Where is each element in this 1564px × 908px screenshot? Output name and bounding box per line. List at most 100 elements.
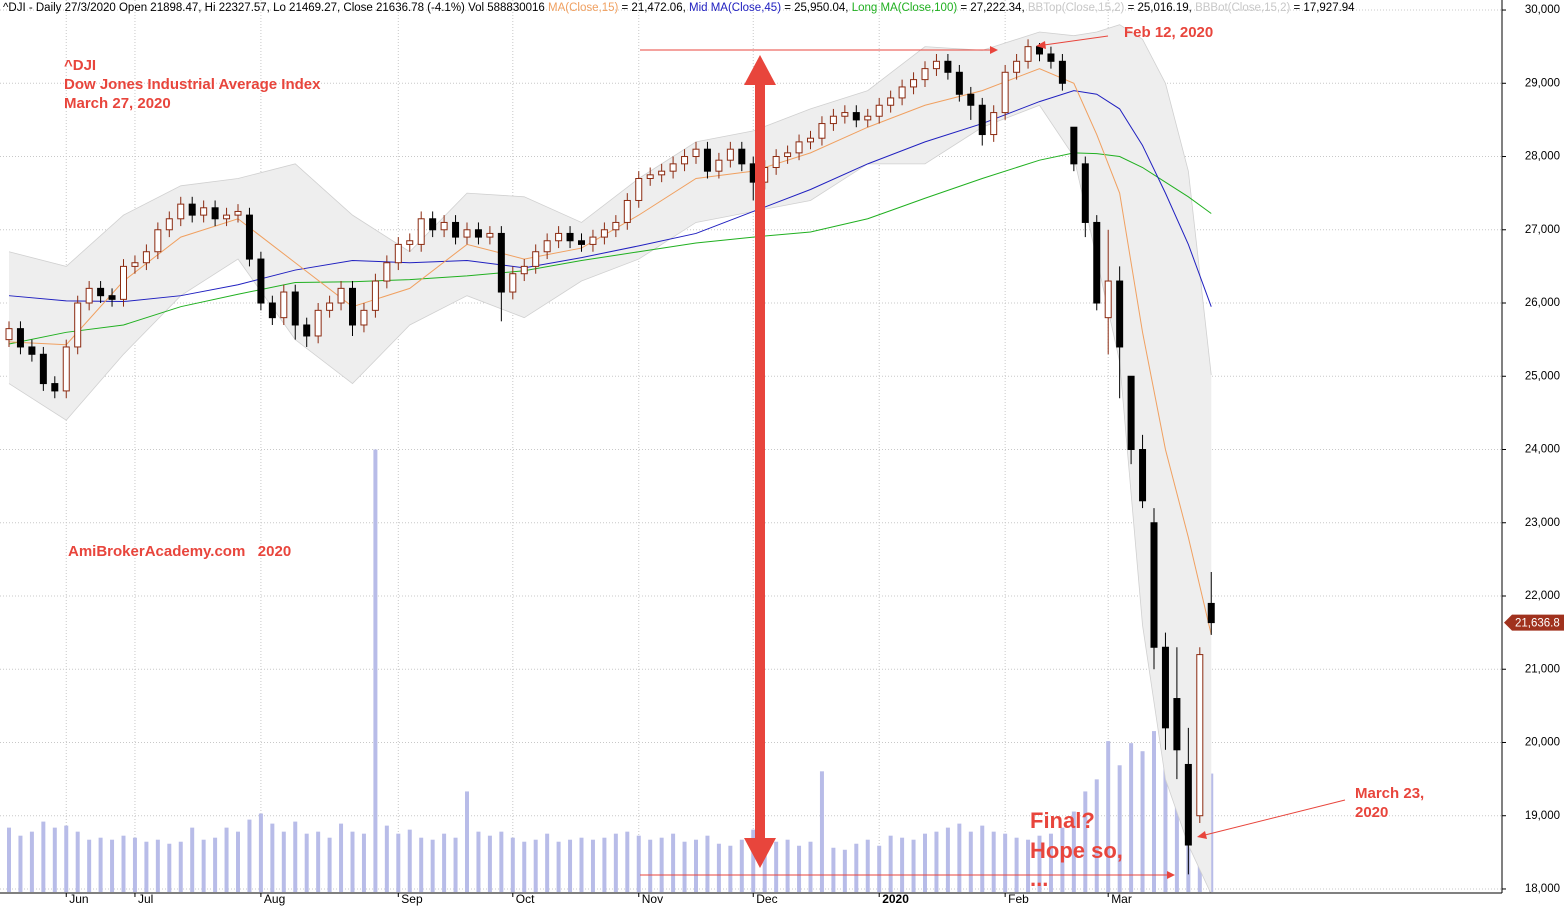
volume-bar: [87, 839, 92, 892]
volume-bar: [316, 831, 321, 892]
x-tick-label: Oct: [516, 892, 535, 906]
volume-bar: [144, 841, 149, 892]
candle-body: [990, 112, 998, 136]
arrow-head: [990, 46, 998, 54]
volume-bar: [568, 839, 573, 892]
candle-body: [807, 137, 814, 143]
x-tick-label: Jul: [138, 892, 153, 906]
y-tick-label: 26,000: [1525, 297, 1560, 309]
candle-body: [200, 207, 208, 216]
symbol: ^DJI: [64, 57, 96, 74]
volume-bar: [361, 833, 366, 892]
candle-body: [738, 148, 746, 165]
volume-bar: [797, 845, 802, 892]
volume-bar: [75, 831, 80, 892]
volume-bar: [888, 835, 893, 892]
volume-bar: [327, 837, 332, 892]
volume-bar: [1048, 833, 1053, 892]
candle-body: [1139, 449, 1147, 502]
range-arrow-head: [744, 838, 776, 868]
volume-bar: [1003, 833, 1008, 892]
candle-body: [440, 221, 448, 231]
volume-bar: [110, 839, 115, 892]
index-name: Dow Jones Industrial Average Index: [64, 76, 321, 93]
volume-bar: [1060, 827, 1065, 892]
annotation-arrows: [640, 35, 1346, 879]
volume-bar: [636, 835, 641, 892]
candle-body: [635, 177, 643, 201]
candle-body: [497, 232, 505, 293]
volume-bar: [1026, 839, 1031, 892]
candle-body: [383, 262, 391, 282]
volume-bar: [41, 821, 46, 892]
volume-bar: [945, 827, 950, 892]
candle-body: [1058, 60, 1066, 84]
volume-bar: [396, 833, 401, 892]
volume-bar: [18, 835, 23, 892]
volume-bar: [980, 825, 985, 892]
candle-body: [429, 218, 437, 231]
x-tick-label: Feb: [1008, 892, 1029, 906]
volume-bar: [270, 823, 275, 892]
volume-bar: [178, 841, 183, 892]
candle-body: [1173, 698, 1181, 751]
candle-body: [74, 302, 82, 348]
candle-body: [875, 104, 883, 117]
info-segment: = 17,927.94: [1290, 2, 1355, 14]
volume-bar: [350, 831, 355, 892]
volume-bar: [339, 823, 344, 892]
candle-body: [967, 93, 975, 106]
volume-bar: [877, 845, 882, 892]
info-segment: = 21,472.06,: [618, 2, 689, 14]
volume-bar: [1014, 837, 1019, 892]
candle-body: [257, 258, 265, 304]
volume-bar: [865, 839, 870, 892]
comment: Final?: [1030, 808, 1095, 833]
range-arrow-shaft: [755, 82, 765, 842]
volume-bar: [579, 837, 584, 892]
candle-body: [360, 309, 368, 326]
grid: [0, 0, 1502, 893]
band-edge: [8, 24, 1212, 376]
candle-body: [887, 97, 895, 106]
volume-bar: [533, 839, 538, 892]
volume-bar: [1071, 811, 1076, 892]
volume-bar: [728, 845, 733, 892]
arrow-head: [1167, 871, 1175, 879]
volume-bar: [556, 841, 561, 892]
candle-body: [165, 218, 173, 231]
candles: [5, 39, 1215, 875]
volume-bar: [900, 837, 905, 892]
info-segment: Long MA(Close,100): [852, 2, 958, 14]
candle-body: [211, 207, 219, 220]
volume-bar: [29, 831, 34, 892]
arrow-head: [1036, 41, 1046, 49]
volume-bar: [911, 839, 916, 892]
volume-bar: [522, 841, 527, 892]
candle-body: [589, 236, 597, 245]
volume-bar: [247, 819, 252, 892]
x-tick-label: Dec: [756, 892, 777, 906]
candle-body: [234, 210, 242, 216]
candle-body: [944, 60, 952, 73]
volume-bar: [453, 837, 458, 892]
volume-bar: [258, 813, 263, 892]
x-tick-label: Aug: [264, 892, 285, 906]
candle-body: [154, 229, 162, 253]
y-tick-label: 24,000: [1525, 444, 1560, 456]
candle-body: [326, 302, 334, 311]
candle-body: [692, 148, 700, 158]
candle-body: [62, 346, 70, 392]
candle-body: [349, 287, 356, 326]
candle-body: [108, 295, 116, 300]
y-tick-label: 21,000: [1525, 663, 1560, 675]
volume-bar: [602, 837, 607, 892]
volume-bar: [121, 835, 126, 892]
volume-bar: [476, 831, 481, 892]
volume-bar: [716, 843, 721, 892]
info-segment: = 25,016.19,: [1124, 2, 1195, 14]
moving-average: [8, 152, 1212, 345]
volume-bar: [293, 821, 298, 892]
info-segment: Mid MA(Close,45): [689, 2, 781, 14]
info-line: ^DJI - Daily 27/3/2020 Open 21898.47, Hi…: [3, 2, 1355, 14]
